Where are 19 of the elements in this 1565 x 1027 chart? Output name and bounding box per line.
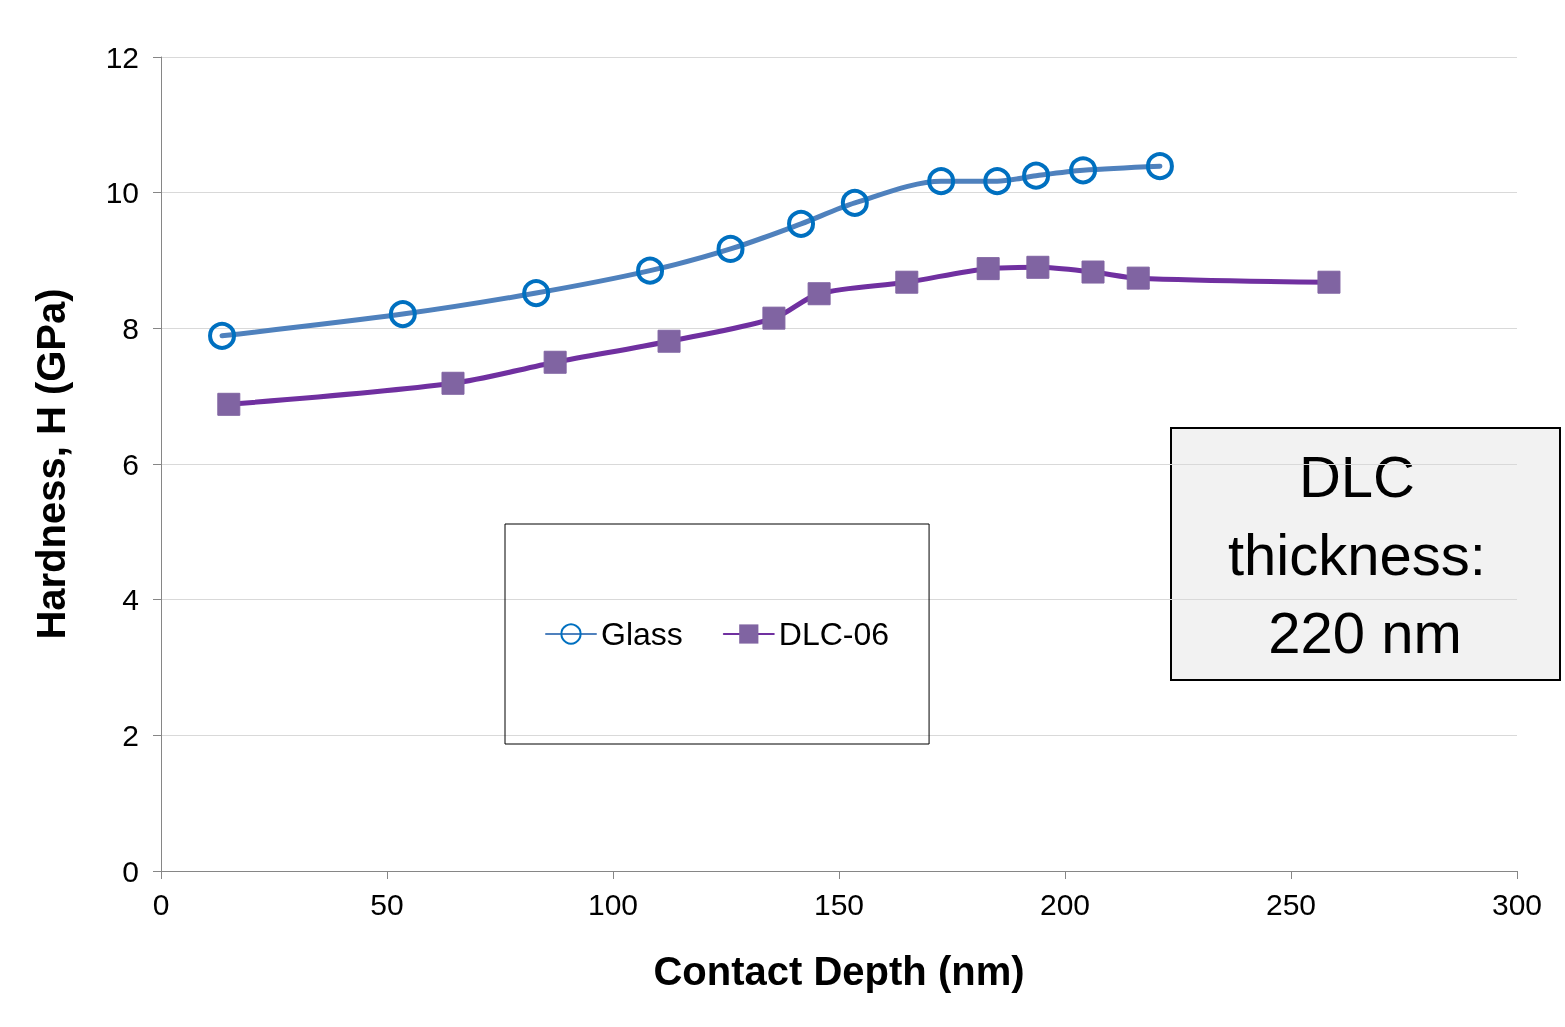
y-axis-title: Hardness, H (GPa)	[29, 288, 73, 640]
x-axis-title: Contact Depth (nm)	[653, 949, 1025, 993]
x-tick-label: 200	[1039, 887, 1091, 921]
x-tick-label: 100	[587, 887, 639, 921]
y-tick-label: 2	[122, 718, 139, 752]
annotation: DLC thickness: 220 nm	[1228, 443, 1502, 665]
y-tick-label: 4	[122, 583, 139, 617]
x-tick-label: 0	[152, 887, 170, 921]
x-tick-label: 300	[1491, 887, 1543, 921]
y-tick-label: 0	[122, 854, 139, 888]
legend-label: DLC-06	[778, 616, 890, 652]
x-tick-label: 50	[370, 887, 404, 921]
y-tick-label: 6	[122, 447, 139, 481]
y-tick-label: 12	[105, 40, 139, 74]
legend-label: Glass	[601, 616, 683, 652]
x-tick-label: 150	[813, 887, 865, 921]
y-tick-label: 10	[105, 176, 139, 210]
x-tick-label: 250	[1265, 887, 1317, 921]
y-tick-label: 8	[122, 311, 139, 345]
